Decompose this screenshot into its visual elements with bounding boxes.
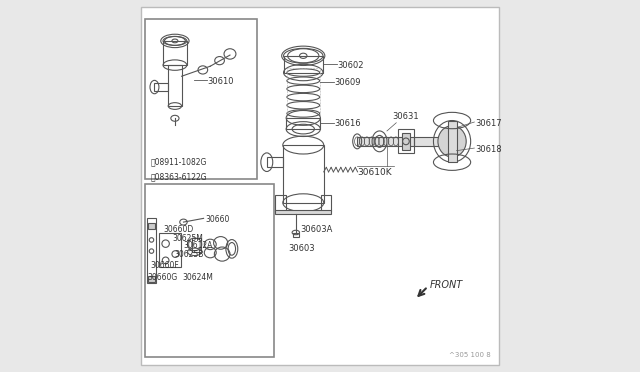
Bar: [168, 65, 182, 106]
Text: 30603: 30603: [289, 244, 315, 253]
Text: 30618: 30618: [475, 145, 502, 154]
Text: 30617: 30617: [475, 119, 502, 128]
Bar: [148, 223, 156, 229]
Text: 30609: 30609: [335, 78, 361, 87]
Text: 30612A: 30612A: [184, 241, 213, 250]
Text: ^305 100 8: ^305 100 8: [449, 352, 491, 358]
Bar: [159, 233, 180, 267]
Bar: [267, 157, 283, 167]
Bar: [275, 210, 331, 214]
Ellipse shape: [438, 126, 466, 157]
Text: 30610: 30610: [207, 77, 234, 86]
Text: 30660F: 30660F: [150, 261, 179, 270]
Bar: [147, 218, 156, 283]
Bar: [145, 184, 273, 357]
Bar: [293, 232, 299, 237]
Bar: [284, 56, 323, 73]
Text: 30660: 30660: [205, 215, 230, 224]
Bar: [283, 145, 324, 203]
Bar: [447, 121, 456, 162]
Bar: [357, 137, 439, 146]
Bar: [145, 19, 257, 179]
Text: 30610K: 30610K: [357, 168, 392, 177]
Bar: [154, 83, 168, 91]
Text: 30624M: 30624M: [182, 273, 213, 282]
Text: 30631: 30631: [392, 112, 419, 121]
Bar: [286, 118, 321, 129]
Text: Ⓢ08363-6122G: Ⓢ08363-6122G: [151, 172, 207, 181]
Text: 30625M: 30625M: [172, 234, 203, 243]
Bar: [402, 133, 410, 150]
Bar: [398, 129, 413, 153]
Text: FRONT: FRONT: [429, 280, 463, 289]
Text: 30660G: 30660G: [147, 273, 177, 282]
Bar: [148, 276, 156, 282]
Text: Ⓝ08911-1082G: Ⓝ08911-1082G: [151, 157, 207, 166]
Text: 30616: 30616: [335, 119, 361, 128]
Text: 30603A: 30603A: [300, 225, 333, 234]
Bar: [193, 238, 202, 252]
Bar: [321, 195, 331, 211]
Text: 30602: 30602: [337, 61, 364, 70]
Bar: [287, 68, 319, 118]
Bar: [163, 41, 187, 65]
Text: 30660D: 30660D: [163, 225, 193, 234]
Text: 30625B: 30625B: [174, 250, 204, 259]
Bar: [275, 195, 286, 211]
